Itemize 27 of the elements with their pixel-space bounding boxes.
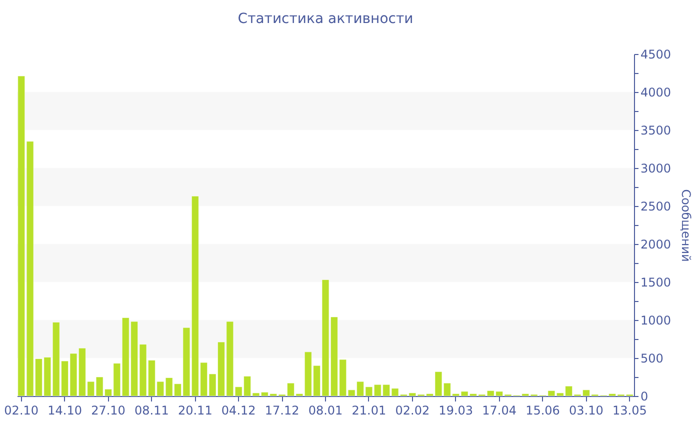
x-tick-label: 17.12 — [264, 404, 300, 418]
x-tick-label: 20.11 — [178, 404, 212, 418]
x-tick-label: 02.10 — [4, 404, 39, 418]
x-tick-label: 03.10 — [569, 404, 604, 418]
x-tick-label: 08.11 — [134, 404, 169, 418]
y-tick-label: 3500 — [640, 124, 672, 138]
y-tick-label: 3000 — [640, 162, 672, 176]
y-tick-label: 2500 — [640, 200, 672, 214]
y-tick-label: 0 — [640, 390, 648, 404]
x-tick-label: 21.01 — [352, 404, 386, 418]
y-tick-label: 500 — [640, 352, 664, 366]
y-tick-label: 4500 — [640, 48, 672, 62]
x-tick-label: 02.02 — [395, 404, 430, 418]
y-axis-title: Сообщений — [679, 189, 694, 262]
chart-title: Статистика активности — [238, 11, 414, 27]
y-tick-label: 4000 — [640, 86, 672, 100]
y-tick-label: 1000 — [640, 314, 672, 328]
y-tick-label: 1500 — [640, 276, 672, 290]
x-tick-label: 27.10 — [91, 404, 126, 418]
x-tick-label: 13.05 — [612, 404, 647, 418]
y-tick-label: 2000 — [640, 238, 672, 252]
x-tick-label: 17.04 — [482, 404, 516, 418]
x-tick-label: 04.12 — [221, 404, 256, 418]
x-tick-label: 15.06 — [526, 404, 560, 418]
x-tick-label: 14.10 — [48, 404, 82, 418]
x-tick-label: 19.03 — [438, 404, 474, 418]
x-tick-label: 08.01 — [308, 404, 343, 418]
